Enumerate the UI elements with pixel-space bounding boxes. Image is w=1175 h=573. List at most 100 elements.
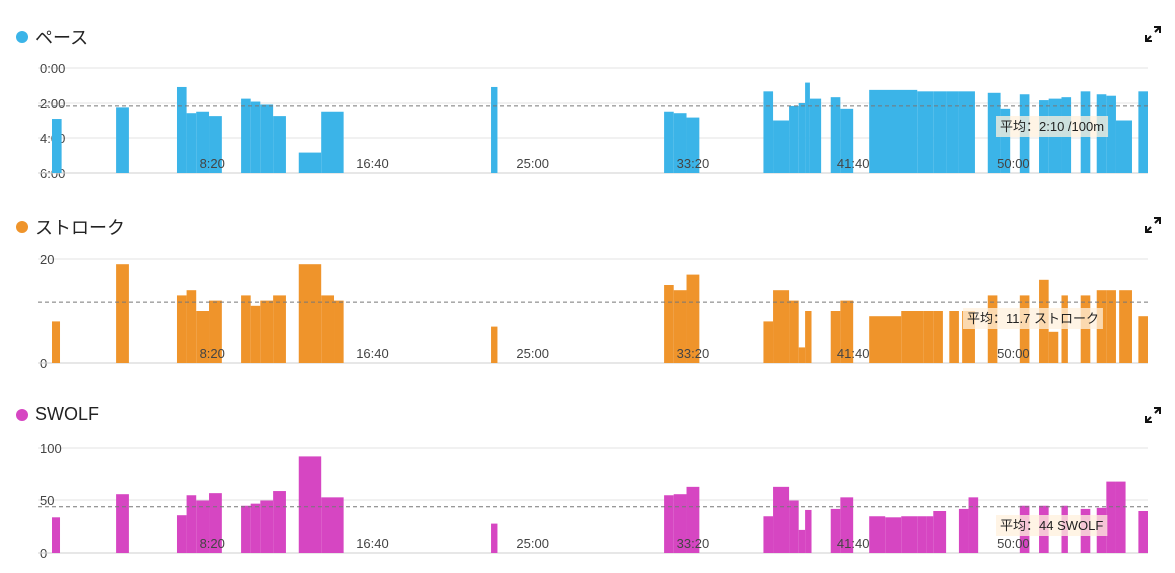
bar: [1138, 511, 1148, 553]
bar: [805, 311, 812, 363]
pace-average-label: 平均：2:10 /100m: [996, 116, 1109, 137]
pace-title: ペース: [16, 24, 88, 50]
stroke-title-text: ストローク: [35, 218, 125, 238]
bar: [250, 305, 261, 363]
bar: [798, 347, 806, 363]
y-tick-label: 0:00: [40, 61, 65, 76]
bar: [273, 491, 286, 553]
bar: [798, 103, 806, 173]
bar: [926, 516, 934, 553]
swolf-title-text: SWOLF: [35, 404, 100, 424]
bar: [491, 523, 498, 553]
bar: [673, 494, 687, 553]
x-tick-label: 33:20: [677, 536, 710, 551]
stroke-title: ストローク: [16, 214, 125, 240]
bar: [789, 105, 799, 173]
bar: [933, 91, 947, 173]
bar: [116, 107, 129, 173]
bar: [901, 311, 924, 363]
bar: [186, 495, 197, 553]
average-label-bg: [996, 116, 1109, 137]
bar: [52, 517, 61, 553]
swolf-average-label: 平均：44 SWOLF: [996, 515, 1108, 536]
bar: [260, 104, 274, 173]
expand-icon[interactable]: [1145, 407, 1161, 423]
bar: [491, 86, 498, 173]
bar: [686, 274, 700, 363]
bar: [52, 321, 61, 363]
bar: [176, 86, 187, 173]
stroke-panel: ストローク 2008:2016:4025:0033:2041:4050:00平均…: [0, 190, 1175, 380]
expand-icon[interactable]: [1145, 26, 1161, 42]
bar: [917, 91, 934, 173]
bar: [949, 311, 959, 363]
bar: [773, 486, 790, 553]
bar: [241, 295, 251, 363]
bar: [176, 295, 187, 363]
pace-title-text: ペース: [35, 28, 89, 48]
bar: [209, 300, 222, 363]
bar: [273, 295, 286, 363]
bar: [987, 295, 998, 363]
x-tick-label: 50:00: [997, 156, 1030, 171]
bar: [1000, 108, 1011, 173]
bar: [298, 152, 322, 173]
bar: [196, 311, 210, 363]
bar: [830, 508, 841, 553]
bar: [250, 503, 261, 553]
average-label-text: 平均：44 SWOLF: [1000, 518, 1103, 533]
stroke-legend-dot: [16, 221, 28, 233]
bar: [933, 311, 943, 363]
bar: [1080, 295, 1091, 363]
x-tick-label: 8:20: [200, 156, 225, 171]
bar: [186, 290, 197, 363]
x-tick-label: 8:20: [200, 346, 225, 361]
bar: [805, 82, 810, 173]
x-tick-label: 50:00: [997, 536, 1030, 551]
bar: [1119, 290, 1132, 363]
bar: [196, 500, 210, 553]
bar: [869, 89, 918, 173]
x-tick-label: 33:20: [677, 156, 710, 171]
bar: [869, 316, 902, 363]
bar: [1138, 316, 1148, 363]
bar: [116, 494, 129, 553]
bar: [1061, 295, 1068, 363]
expand-icon[interactable]: [1145, 217, 1161, 233]
bar: [885, 517, 902, 553]
x-tick-label: 25:00: [516, 156, 549, 171]
y-tick-label: 2:00: [40, 96, 65, 111]
bar: [673, 113, 687, 173]
bar: [1106, 481, 1116, 553]
bar: [901, 516, 918, 553]
bar: [763, 91, 774, 173]
x-tick-label: 25:00: [516, 346, 549, 361]
bar: [209, 116, 222, 173]
bar: [946, 91, 959, 173]
swolf-legend-dot: [16, 408, 28, 421]
x-tick-label: 50:00: [997, 346, 1030, 361]
bar: [209, 493, 222, 553]
bar: [789, 500, 799, 553]
bar: [186, 113, 197, 173]
bar: [773, 290, 790, 363]
bar: [763, 321, 774, 363]
bar: [321, 295, 335, 363]
swolf-chart: 1005008:2016:4025:0033:2041:4050:00平均：44…: [38, 441, 1148, 561]
bar: [250, 101, 261, 173]
bar: [1048, 331, 1059, 363]
bar: [1115, 120, 1132, 173]
bar: [686, 117, 700, 173]
bar: [664, 285, 674, 363]
stroke-average-label: 平均：11.7 ストローク: [963, 308, 1103, 329]
bar: [923, 311, 934, 363]
bar: [933, 511, 947, 553]
bar: [260, 500, 274, 553]
bar: [987, 92, 1001, 173]
bar: [673, 290, 687, 363]
average-label-text: 平均：11.7 ストローク: [967, 311, 1099, 326]
x-tick-label: 16:40: [356, 346, 389, 361]
bar: [1106, 290, 1116, 363]
bar: [241, 98, 251, 173]
bar: [116, 264, 129, 363]
